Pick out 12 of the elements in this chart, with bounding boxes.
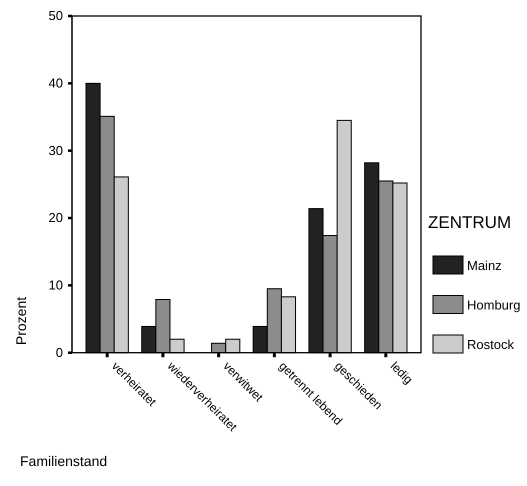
- y-axis-title: Prozent: [13, 296, 29, 346]
- y-tick-label: 10: [48, 278, 63, 293]
- y-tick-label: 50: [48, 8, 63, 24]
- legend-title: ZENTRUM: [428, 213, 512, 232]
- x-axis-title: Familienstand: [20, 453, 108, 469]
- y-tick-label: 30: [48, 142, 63, 158]
- legend-label: Mainz: [467, 258, 502, 273]
- y-tick-label: 20: [48, 210, 63, 226]
- y-tick-label: 0: [56, 344, 63, 360]
- legend-label: Rostock: [467, 337, 514, 352]
- y-tick-label: 40: [48, 76, 63, 90]
- legend-label: Homburg: [467, 298, 520, 312]
